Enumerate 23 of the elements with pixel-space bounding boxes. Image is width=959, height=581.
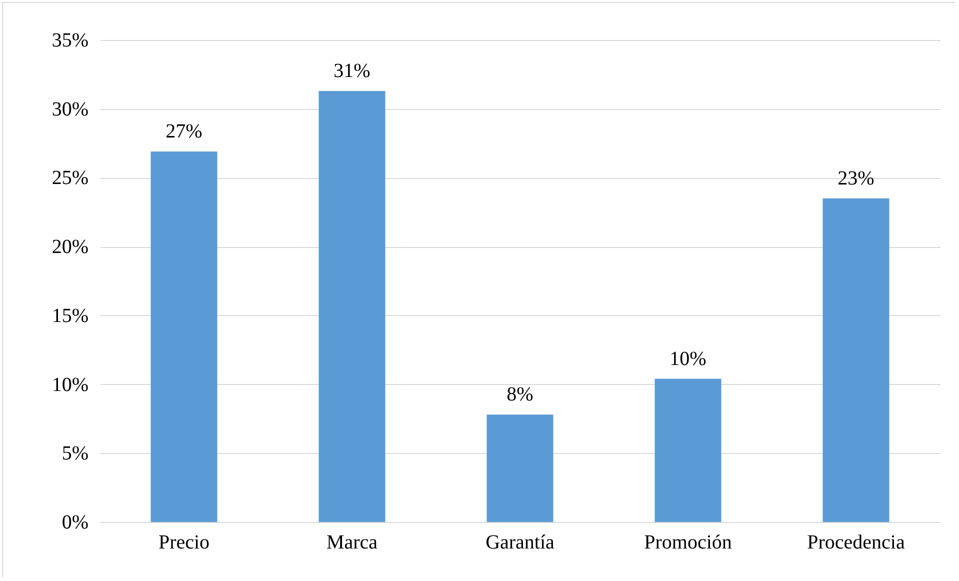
- bar: [654, 378, 722, 522]
- data-label: 8%: [506, 384, 534, 406]
- data-label: 23%: [838, 167, 874, 190]
- x-tick-label: Precio: [158, 532, 210, 554]
- x-tick-label: Promoción: [644, 532, 732, 554]
- bar: [822, 198, 890, 522]
- data-label: 31%: [334, 60, 370, 82]
- y-tick-label: 10%: [52, 374, 88, 396]
- y-tick-label: 35%: [52, 30, 88, 52]
- data-label: 27%: [166, 120, 202, 143]
- y-tick-label: 0%: [62, 512, 88, 534]
- x-tick-label: Garantía: [486, 532, 555, 554]
- data-label: 10%: [670, 348, 706, 370]
- y-tick-label: 15%: [52, 304, 88, 327]
- y-tick-label: 20%: [52, 236, 88, 258]
- x-tick-label: Marca: [326, 532, 378, 554]
- y-tick-label: 30%: [52, 98, 88, 120]
- y-tick-label: 25%: [52, 167, 88, 190]
- x-tick-label: Procedencia: [807, 532, 905, 554]
- y-tick-label: 5%: [62, 442, 88, 465]
- bar: [318, 90, 386, 522]
- bar: [150, 152, 218, 522]
- bar: [486, 414, 554, 522]
